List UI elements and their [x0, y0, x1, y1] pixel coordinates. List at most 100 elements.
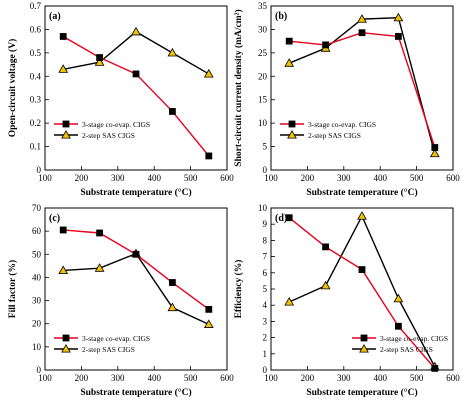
y-tick-label: 30 — [32, 296, 42, 306]
y-tick-label: 0.3 — [30, 95, 42, 105]
data-point-three-stage — [394, 322, 402, 330]
data-point-three-stage — [322, 41, 330, 49]
y-tick-label: 60 — [32, 226, 42, 236]
data-point-two-step — [284, 58, 295, 67]
data-point-three-stage — [168, 279, 176, 286]
data-point-three-stage — [132, 250, 140, 258]
data-point-two-step — [131, 26, 141, 36]
series-line-two-step — [63, 30, 210, 75]
plot-frame — [270, 5, 454, 171]
legend-marker — [62, 120, 70, 128]
y-tick-label: 0 — [263, 365, 268, 375]
y-tick-label: 0.4 — [30, 71, 42, 81]
x-tick-label: 300 — [111, 173, 125, 183]
x-tick-label: 300 — [337, 173, 351, 183]
legend-marker — [288, 120, 296, 128]
data-point-three-stage — [431, 144, 439, 151]
x-tick-label: 500 — [410, 373, 424, 383]
chart-panel-1: 100 200 300 400 500 600 0 0.1 0.2 0.3 0.4 0.5 0.6 0.7… — [7, 1, 234, 198]
x-tick-label: 600 — [446, 373, 460, 383]
data-point-three-stage — [358, 29, 366, 37]
x-axis-label: Substrate temperature (°C) — [80, 387, 191, 398]
legend-entry: 2-step SAS CIGS — [82, 131, 135, 140]
x-tick-label: 300 — [111, 373, 125, 383]
y-tick-label: 9 — [263, 219, 268, 229]
y-tick-label: 5 — [263, 142, 268, 152]
legend-entry: 3-stage co-evap. CIGS — [82, 120, 150, 129]
data-point-two-step — [284, 296, 295, 306]
data-point-three-stage — [59, 33, 67, 40]
y-tick-label: 8 — [263, 235, 268, 245]
x-tick-label: 600 — [220, 173, 234, 183]
y-tick-label: 10 — [32, 342, 42, 352]
y-tick-label: 0.5 — [30, 48, 42, 58]
x-tick-label: 400 — [147, 373, 161, 383]
legend-marker — [360, 334, 368, 342]
y-axis-label: Short-circuit current density (mA/cm²) — [233, 9, 244, 166]
x-tick-label: 500 — [184, 173, 198, 183]
data-point-two-step — [357, 211, 367, 220]
legend-entry: 2-step SAS CIGS — [380, 345, 433, 354]
y-tick-label: 2 — [263, 333, 268, 343]
data-point-two-step — [203, 68, 214, 78]
x-tick-label: 400 — [373, 373, 387, 383]
data-point-two-step — [203, 319, 214, 328]
data-point-three-stage — [285, 214, 293, 222]
x-axis-label: Substrate temperature (°C) — [80, 187, 191, 198]
data-point-three-stage — [205, 305, 213, 313]
y-tick-label: 40 — [32, 272, 42, 282]
data-point-two-step — [393, 12, 404, 22]
data-point-two-step — [58, 64, 69, 73]
legend-entry: 3-stage co-evap. CIGS — [308, 120, 376, 129]
data-point-three-stage — [358, 266, 366, 273]
x-axis-label: Substrate temperature (°C) — [306, 187, 417, 198]
y-tick-label: 6 — [263, 268, 268, 278]
data-point-two-step — [167, 47, 178, 57]
y-tick-label: 0 — [263, 165, 268, 175]
data-point-three-stage — [96, 54, 103, 61]
data-point-two-step — [94, 263, 105, 272]
y-tick-label: 15 — [258, 95, 268, 105]
y-axis-label: Open-circuit voltage (V) — [7, 39, 18, 138]
panel-label: (a) — [49, 11, 61, 22]
y-tick-label: 0.2 — [30, 118, 41, 128]
legend-entry: 3-stage co-evap. CIGS — [82, 334, 150, 343]
y-tick-label: 35 — [258, 1, 268, 11]
data-point-three-stage — [132, 70, 140, 78]
x-tick-label: 600 — [220, 373, 234, 383]
chart-panel-3: 100 200 300 400 500 600 0 10 20 30 40 50 60 70 Substra… — [7, 203, 234, 398]
data-point-three-stage — [59, 226, 67, 234]
y-tick-label: 70 — [32, 203, 42, 213]
x-axis-label: Substrate temperature (°C) — [306, 387, 417, 398]
legend-marker — [287, 129, 297, 139]
x-tick-label: 200 — [301, 173, 315, 183]
legend-marker — [359, 343, 369, 353]
data-point-three-stage — [431, 364, 439, 372]
y-tick-label: 0 — [37, 165, 42, 175]
y-tick-label: 4 — [263, 300, 268, 310]
y-tick-label: 0.7 — [30, 1, 42, 11]
plot-frame — [44, 5, 228, 171]
data-point-two-step — [167, 302, 178, 312]
y-tick-label: 30 — [258, 24, 268, 34]
data-point-two-step — [94, 57, 105, 66]
y-tick-label: 20 — [32, 319, 42, 329]
x-tick-label: 400 — [147, 173, 161, 183]
y-tick-label: 0 — [37, 365, 42, 375]
data-point-three-stage — [394, 33, 402, 40]
y-tick-label: 10 — [258, 203, 268, 213]
y-tick-label: 7 — [263, 252, 268, 262]
x-tick-label: 400 — [373, 173, 387, 183]
data-point-two-step — [58, 265, 69, 275]
y-axis-label: Fill factor (%) — [7, 260, 18, 318]
y-tick-label: 1 — [263, 349, 268, 359]
x-tick-label: 100 — [264, 373, 278, 383]
data-point-three-stage — [96, 229, 103, 237]
data-point-three-stage — [285, 37, 293, 45]
panel-label: (b) — [275, 11, 287, 22]
data-point-two-step — [357, 14, 367, 23]
x-tick-label: 300 — [337, 373, 351, 383]
y-tick-label: 50 — [32, 249, 42, 259]
y-tick-label: 3 — [263, 316, 268, 326]
